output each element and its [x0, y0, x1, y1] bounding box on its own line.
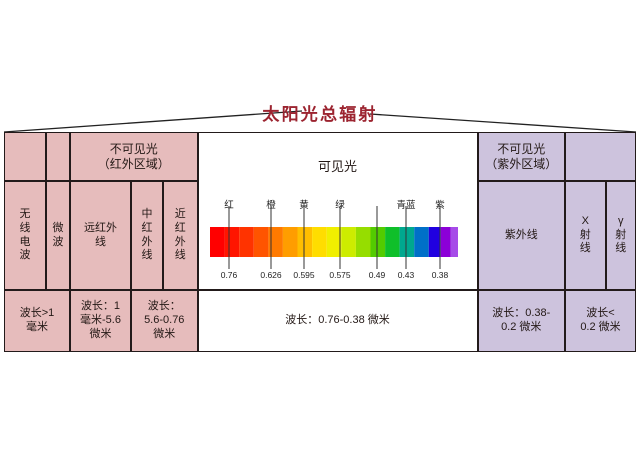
svg-text:黄: 黄 — [299, 199, 309, 211]
svg-text:0.43: 0.43 — [398, 270, 415, 280]
svg-text:橙: 橙 — [266, 199, 276, 211]
svg-text:绿: 绿 — [335, 199, 345, 211]
svg-text:青蓝: 青蓝 — [396, 199, 416, 211]
svg-text:0.38: 0.38 — [432, 270, 449, 280]
svg-text:红: 红 — [224, 199, 234, 211]
svg-text:0.49: 0.49 — [369, 270, 386, 280]
svg-text:0.595: 0.595 — [293, 270, 315, 280]
svg-text:0.575: 0.575 — [329, 270, 351, 280]
svg-text:紫: 紫 — [435, 200, 445, 211]
svg-text:0.76: 0.76 — [221, 270, 238, 280]
svg-text:0.626: 0.626 — [260, 270, 282, 280]
